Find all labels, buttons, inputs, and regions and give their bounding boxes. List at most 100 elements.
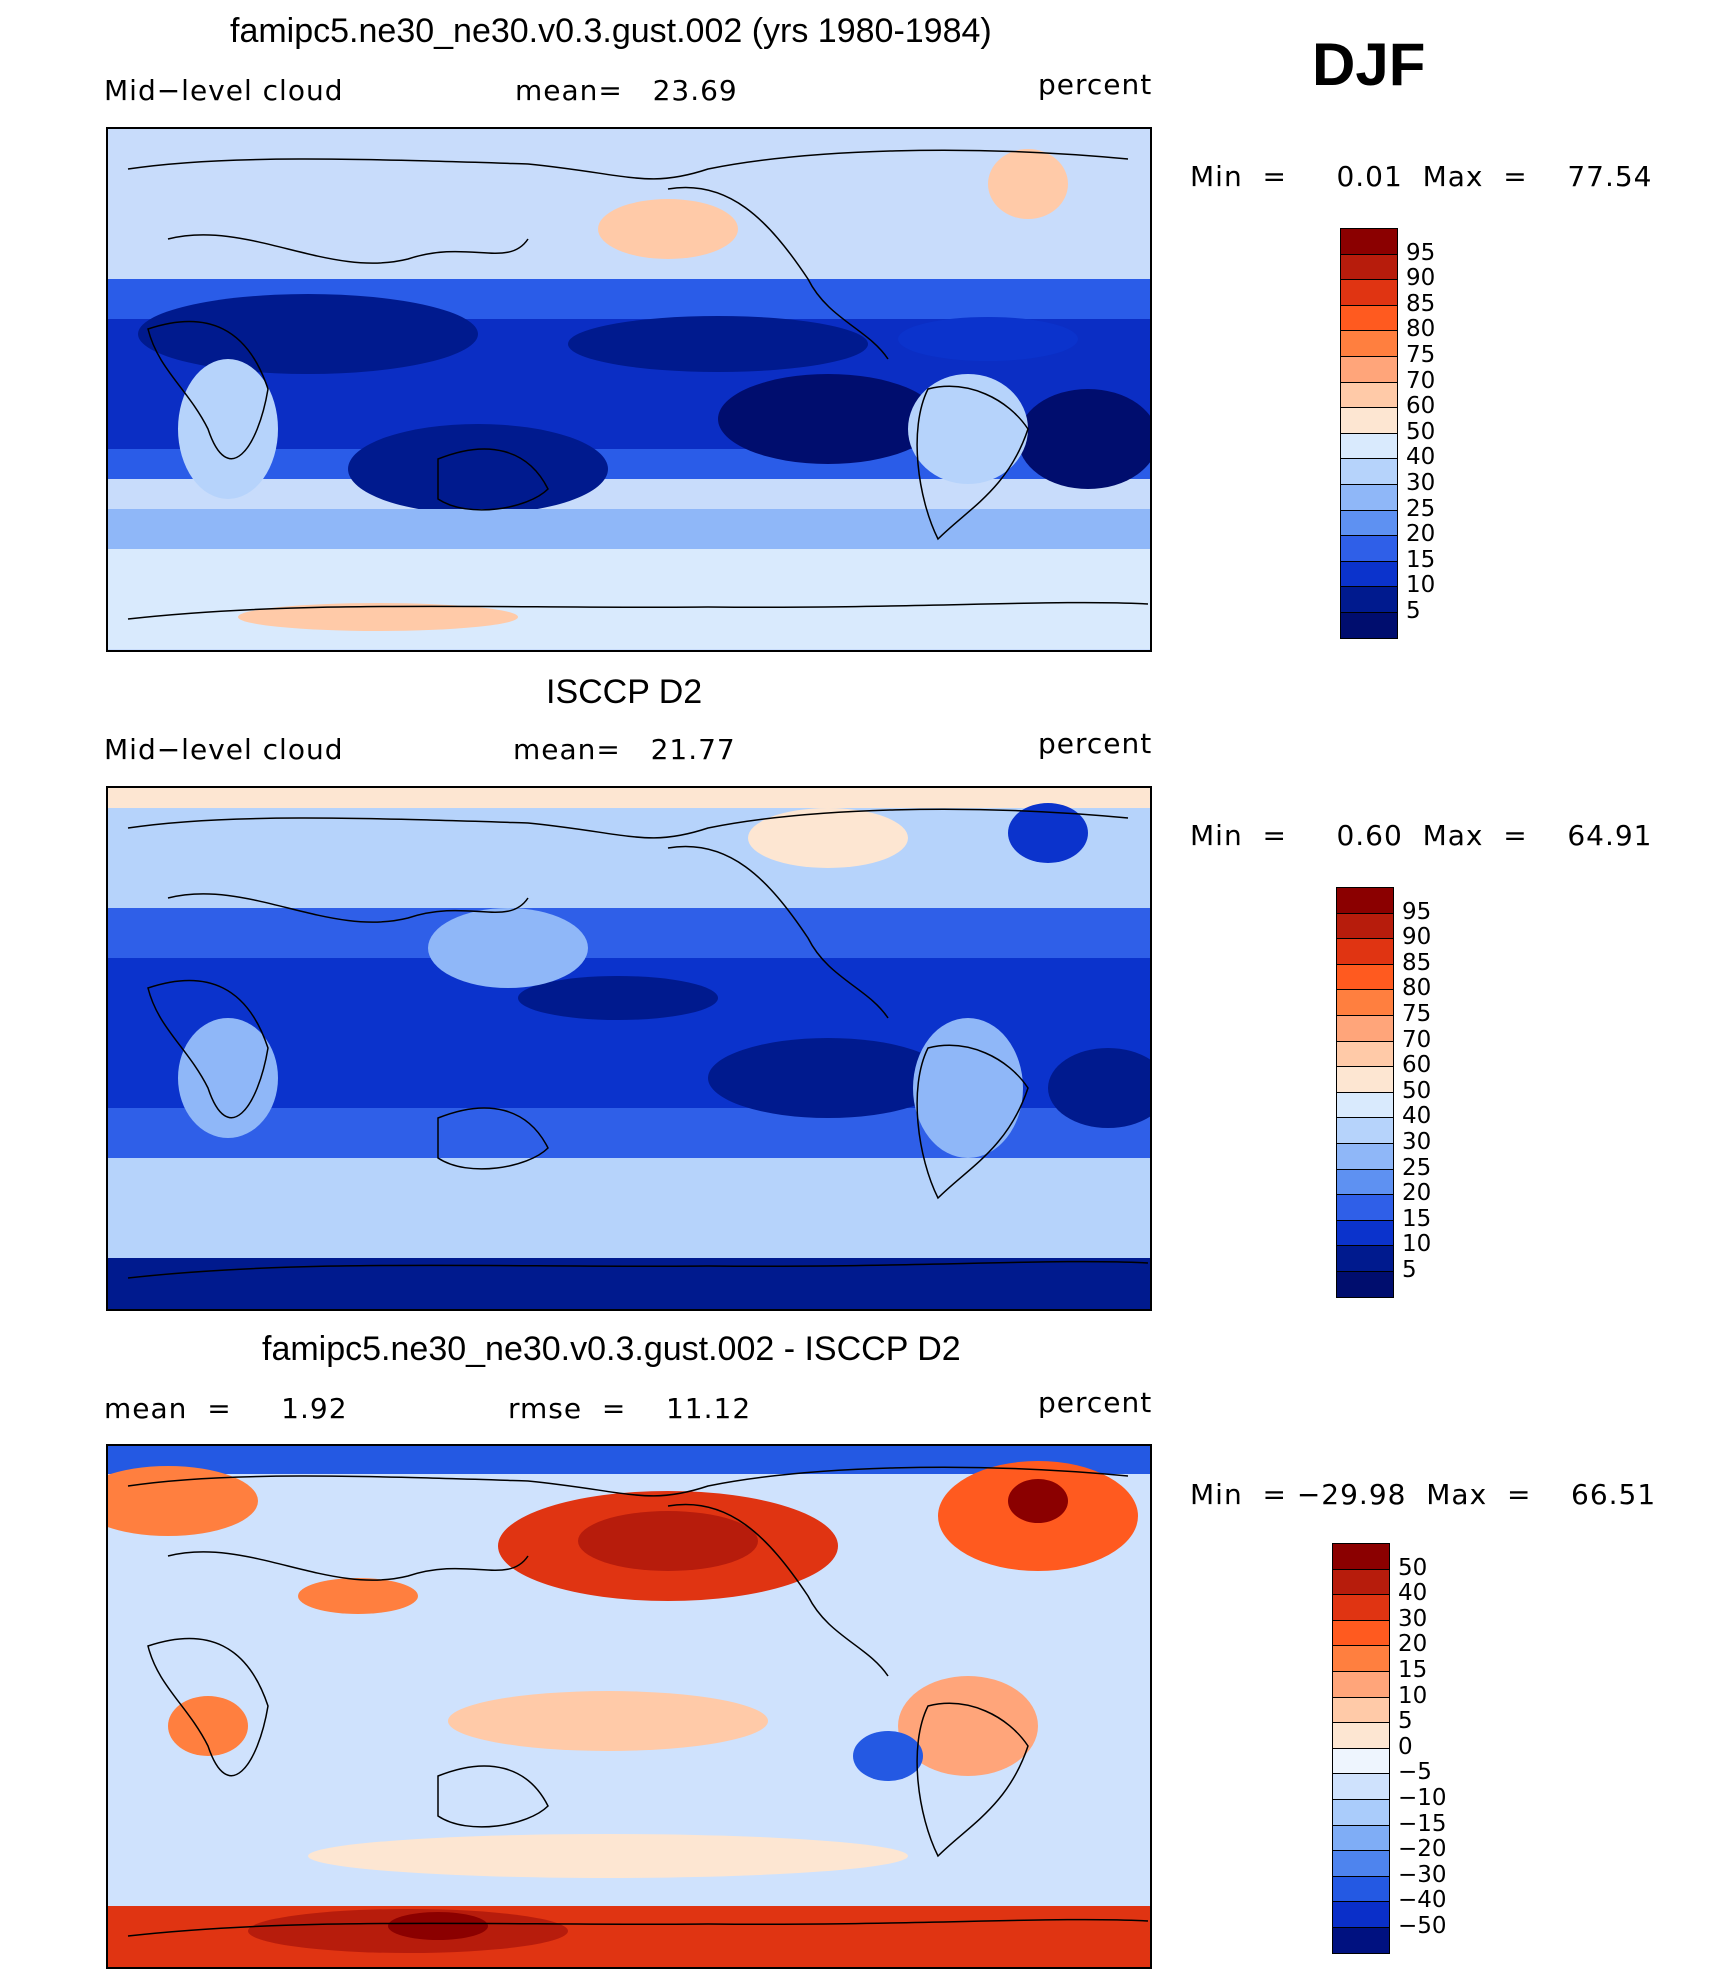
colorbar-tick-label: 10 bbox=[1398, 1682, 1428, 1709]
colorbar-swatch bbox=[1340, 381, 1398, 409]
colorbar-swatch bbox=[1340, 509, 1398, 537]
colorbar-swatch bbox=[1340, 458, 1398, 486]
colorbar-tick-label: 95 bbox=[1406, 239, 1436, 266]
colorbar-tick-label: 90 bbox=[1402, 924, 1432, 951]
panel2-minmax-label: Min = 0.60 Max = 64.91 bbox=[1190, 819, 1653, 852]
colorbar-swatch bbox=[1332, 1901, 1390, 1929]
panel1-units-label: percent bbox=[1038, 68, 1153, 101]
colorbar-swatch bbox=[1340, 356, 1398, 384]
colorbar-swatch bbox=[1336, 1040, 1394, 1068]
colorbar-swatch bbox=[1336, 989, 1394, 1017]
colorbar-swatch bbox=[1336, 1219, 1394, 1247]
colorbar-swatch bbox=[1332, 1773, 1390, 1801]
colorbar-tick-label: 50 bbox=[1398, 1554, 1428, 1581]
colorbar-swatch bbox=[1336, 912, 1394, 940]
colorbar-swatch bbox=[1340, 228, 1398, 256]
panel1-minmax-label: Min = 0.01 Max = 77.54 bbox=[1190, 160, 1653, 193]
panel3-mean-label: mean = 1.92 bbox=[104, 1392, 348, 1425]
colorbar-swatch bbox=[1340, 279, 1398, 307]
colorbar-swatch bbox=[1332, 1747, 1390, 1775]
colorbar-tick-label: 5 bbox=[1402, 1257, 1417, 1283]
panel3-title: famipc5.ne30_ne30.v0.3.gust.002 - ISCCP … bbox=[262, 1330, 961, 1368]
panel1-mean-label: mean= 23.69 bbox=[515, 74, 738, 107]
colorbar-tick-label: 30 bbox=[1406, 470, 1436, 496]
colorbar-tick-label: −50 bbox=[1398, 1913, 1447, 1939]
colorbar-swatch bbox=[1336, 1117, 1394, 1145]
colorbar-tick-label: 80 bbox=[1406, 316, 1436, 343]
colorbar-swatch bbox=[1340, 535, 1398, 563]
colorbar-tick-label: 40 bbox=[1406, 444, 1436, 471]
panel3-map bbox=[106, 1444, 1152, 1969]
colorbar-swatch bbox=[1340, 304, 1398, 332]
colorbar-tick-label: 40 bbox=[1402, 1103, 1432, 1130]
panel3-map-graphic bbox=[108, 1446, 1150, 1967]
colorbar-swatch bbox=[1340, 407, 1398, 435]
colorbar-swatch bbox=[1340, 432, 1398, 460]
colorbar-swatch bbox=[1336, 963, 1394, 991]
colorbar-tick-label: 25 bbox=[1406, 495, 1436, 522]
panel3-minmax-label: Min = −29.98 Max = 66.51 bbox=[1190, 1478, 1657, 1511]
colorbar-tick-label: 30 bbox=[1398, 1605, 1428, 1632]
season-label: DJF bbox=[1312, 31, 1426, 98]
colorbar-tick-label: 75 bbox=[1406, 342, 1436, 368]
colorbar-swatch bbox=[1332, 1696, 1390, 1724]
panel2-mean-label: mean= 21.77 bbox=[513, 733, 736, 766]
panel2-title: ISCCP D2 bbox=[546, 673, 703, 711]
colorbar-swatch bbox=[1336, 1168, 1394, 1196]
colorbar-swatch bbox=[1340, 330, 1398, 358]
colorbar-swatch bbox=[1332, 1850, 1390, 1878]
colorbar-tick-label: −15 bbox=[1398, 1810, 1447, 1837]
colorbar-swatch bbox=[1332, 1645, 1390, 1673]
colorbar-swatch bbox=[1336, 1245, 1394, 1273]
colorbar-tick-label: 85 bbox=[1406, 290, 1436, 317]
colorbar-swatch bbox=[1340, 484, 1398, 512]
colorbar-swatch bbox=[1340, 253, 1398, 281]
panel2-variable-label: Mid−level cloud bbox=[104, 733, 344, 766]
colorbar-swatch bbox=[1336, 1066, 1394, 1094]
colorbar-tick-label: 5 bbox=[1398, 1708, 1413, 1735]
colorbar-tick-label: 0 bbox=[1398, 1733, 1413, 1760]
colorbar-swatch bbox=[1336, 1015, 1394, 1043]
colorbar-tick-label: 10 bbox=[1402, 1231, 1432, 1258]
panel1-map bbox=[106, 127, 1152, 652]
panel1-variable-label: Mid−level cloud bbox=[104, 74, 344, 107]
colorbar-tick-label: 15 bbox=[1406, 546, 1436, 573]
colorbar-tick-label: 20 bbox=[1406, 521, 1436, 548]
colorbar-tick-label: 50 bbox=[1402, 1077, 1432, 1104]
colorbar-tick-label: 95 bbox=[1402, 898, 1432, 925]
colorbar-tick-label: −30 bbox=[1398, 1861, 1447, 1888]
colorbar-tick-label: 70 bbox=[1402, 1026, 1432, 1053]
panel2-map bbox=[106, 786, 1152, 1311]
colorbar-swatch bbox=[1340, 586, 1398, 614]
panel1-title: famipc5.ne30_ne30.v0.3.gust.002 (yrs 198… bbox=[230, 12, 992, 50]
colorbar-swatch bbox=[1336, 1271, 1394, 1299]
colorbar-swatch bbox=[1332, 1568, 1390, 1596]
colorbar-swatch bbox=[1332, 1875, 1390, 1903]
panel3-rmse-label: rmse = 11.12 bbox=[508, 1392, 752, 1425]
colorbar-tick-label: 15 bbox=[1402, 1205, 1432, 1232]
colorbar-tick-label: 10 bbox=[1406, 572, 1436, 599]
colorbar-tick-label: 50 bbox=[1406, 418, 1436, 445]
colorbar-swatch bbox=[1336, 887, 1394, 915]
colorbar-swatch bbox=[1332, 1824, 1390, 1852]
colorbar-tick-label: 80 bbox=[1402, 975, 1432, 1002]
colorbar-swatch bbox=[1332, 1543, 1390, 1571]
panel1-map-graphic bbox=[108, 129, 1150, 650]
colorbar-swatch bbox=[1332, 1594, 1390, 1622]
panel3-colorbar: 50 40 30 20 15 10 5 0 −5 −10 −15 −20 −30 −40 −50 bbox=[1332, 1543, 1447, 1955]
colorbar-tick-label: 90 bbox=[1406, 265, 1436, 292]
colorbar-swatch bbox=[1336, 1194, 1394, 1222]
colorbar-swatch bbox=[1336, 1091, 1394, 1119]
colorbar-tick-label: 20 bbox=[1398, 1631, 1428, 1658]
colorbar-tick-label: −40 bbox=[1398, 1887, 1447, 1914]
colorbar-tick-label: 25 bbox=[1402, 1154, 1432, 1181]
colorbar-swatch bbox=[1332, 1671, 1390, 1699]
colorbar-swatch bbox=[1332, 1619, 1390, 1647]
colorbar-swatch bbox=[1340, 560, 1398, 588]
panel2-colorbar: 95 90 85 80 75 70 60 50 40 30 25 20 15 10 5 bbox=[1336, 887, 1431, 1299]
colorbar-tick-label: −5 bbox=[1398, 1759, 1432, 1786]
colorbar-tick-label: 75 bbox=[1402, 1001, 1432, 1027]
colorbar-swatch bbox=[1340, 612, 1398, 640]
panel2-map-graphic bbox=[108, 788, 1150, 1309]
colorbar-tick-label: 15 bbox=[1398, 1657, 1428, 1683]
